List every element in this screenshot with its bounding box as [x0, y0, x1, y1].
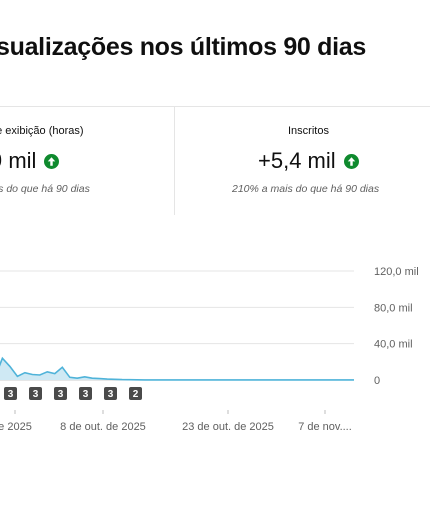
video-marker [129, 387, 142, 400]
stat-value-text: 9 mil [0, 148, 37, 173]
stat-label: de exibição (horas) [0, 125, 84, 137]
stat-subtext: 210% a mais do que há 90 dias [232, 183, 380, 195]
stat-label: Inscritos [288, 125, 329, 137]
stats-row: de exibição (horas) 9 mil ais do que há … [0, 106, 430, 215]
stat-subtext: ais do que há 90 dias [0, 183, 90, 195]
video-marker [4, 387, 17, 400]
video-marker-count: 2 [133, 389, 139, 400]
y-tick-label: 120,0 mil [374, 266, 419, 278]
stats-divider [174, 107, 175, 215]
video-marker [104, 387, 117, 400]
arrow-up-icon [44, 153, 60, 169]
video-marker-count: 3 [83, 389, 89, 400]
video-marker-count: 3 [108, 389, 114, 400]
y-tick-label: 40,0 mil [374, 339, 413, 351]
views-chart[interactable]: 120,0 mil 80,0 mil 40,0 mil 0 3 3 3 3 3 2 e 2025… [0, 250, 430, 440]
video-marker-count: 3 [8, 389, 14, 400]
series-area [0, 358, 354, 380]
stat-value: 9 mil [0, 148, 60, 174]
y-tick-label: 80,0 mil [374, 302, 413, 314]
x-tick-label: 7 de nov.... [298, 421, 352, 433]
video-marker [54, 387, 67, 400]
stat-value-text: +5,4 mil [258, 148, 336, 173]
series-line [0, 356, 354, 381]
x-tick-label: 23 de out. de 2025 [182, 421, 274, 433]
page-title: sualizações nos últimos 90 dias [0, 33, 367, 61]
arrow-up-icon [343, 153, 359, 169]
video-marker [29, 387, 42, 400]
video-marker [79, 387, 92, 400]
stat-value: +5,4 mil [258, 148, 359, 174]
video-marker-count: 3 [33, 389, 39, 400]
x-tick-label: e 2025 [0, 421, 32, 433]
x-tick-label: 8 de out. de 2025 [60, 421, 146, 433]
video-marker-count: 3 [58, 389, 64, 400]
y-tick-label: 0 [374, 375, 380, 387]
